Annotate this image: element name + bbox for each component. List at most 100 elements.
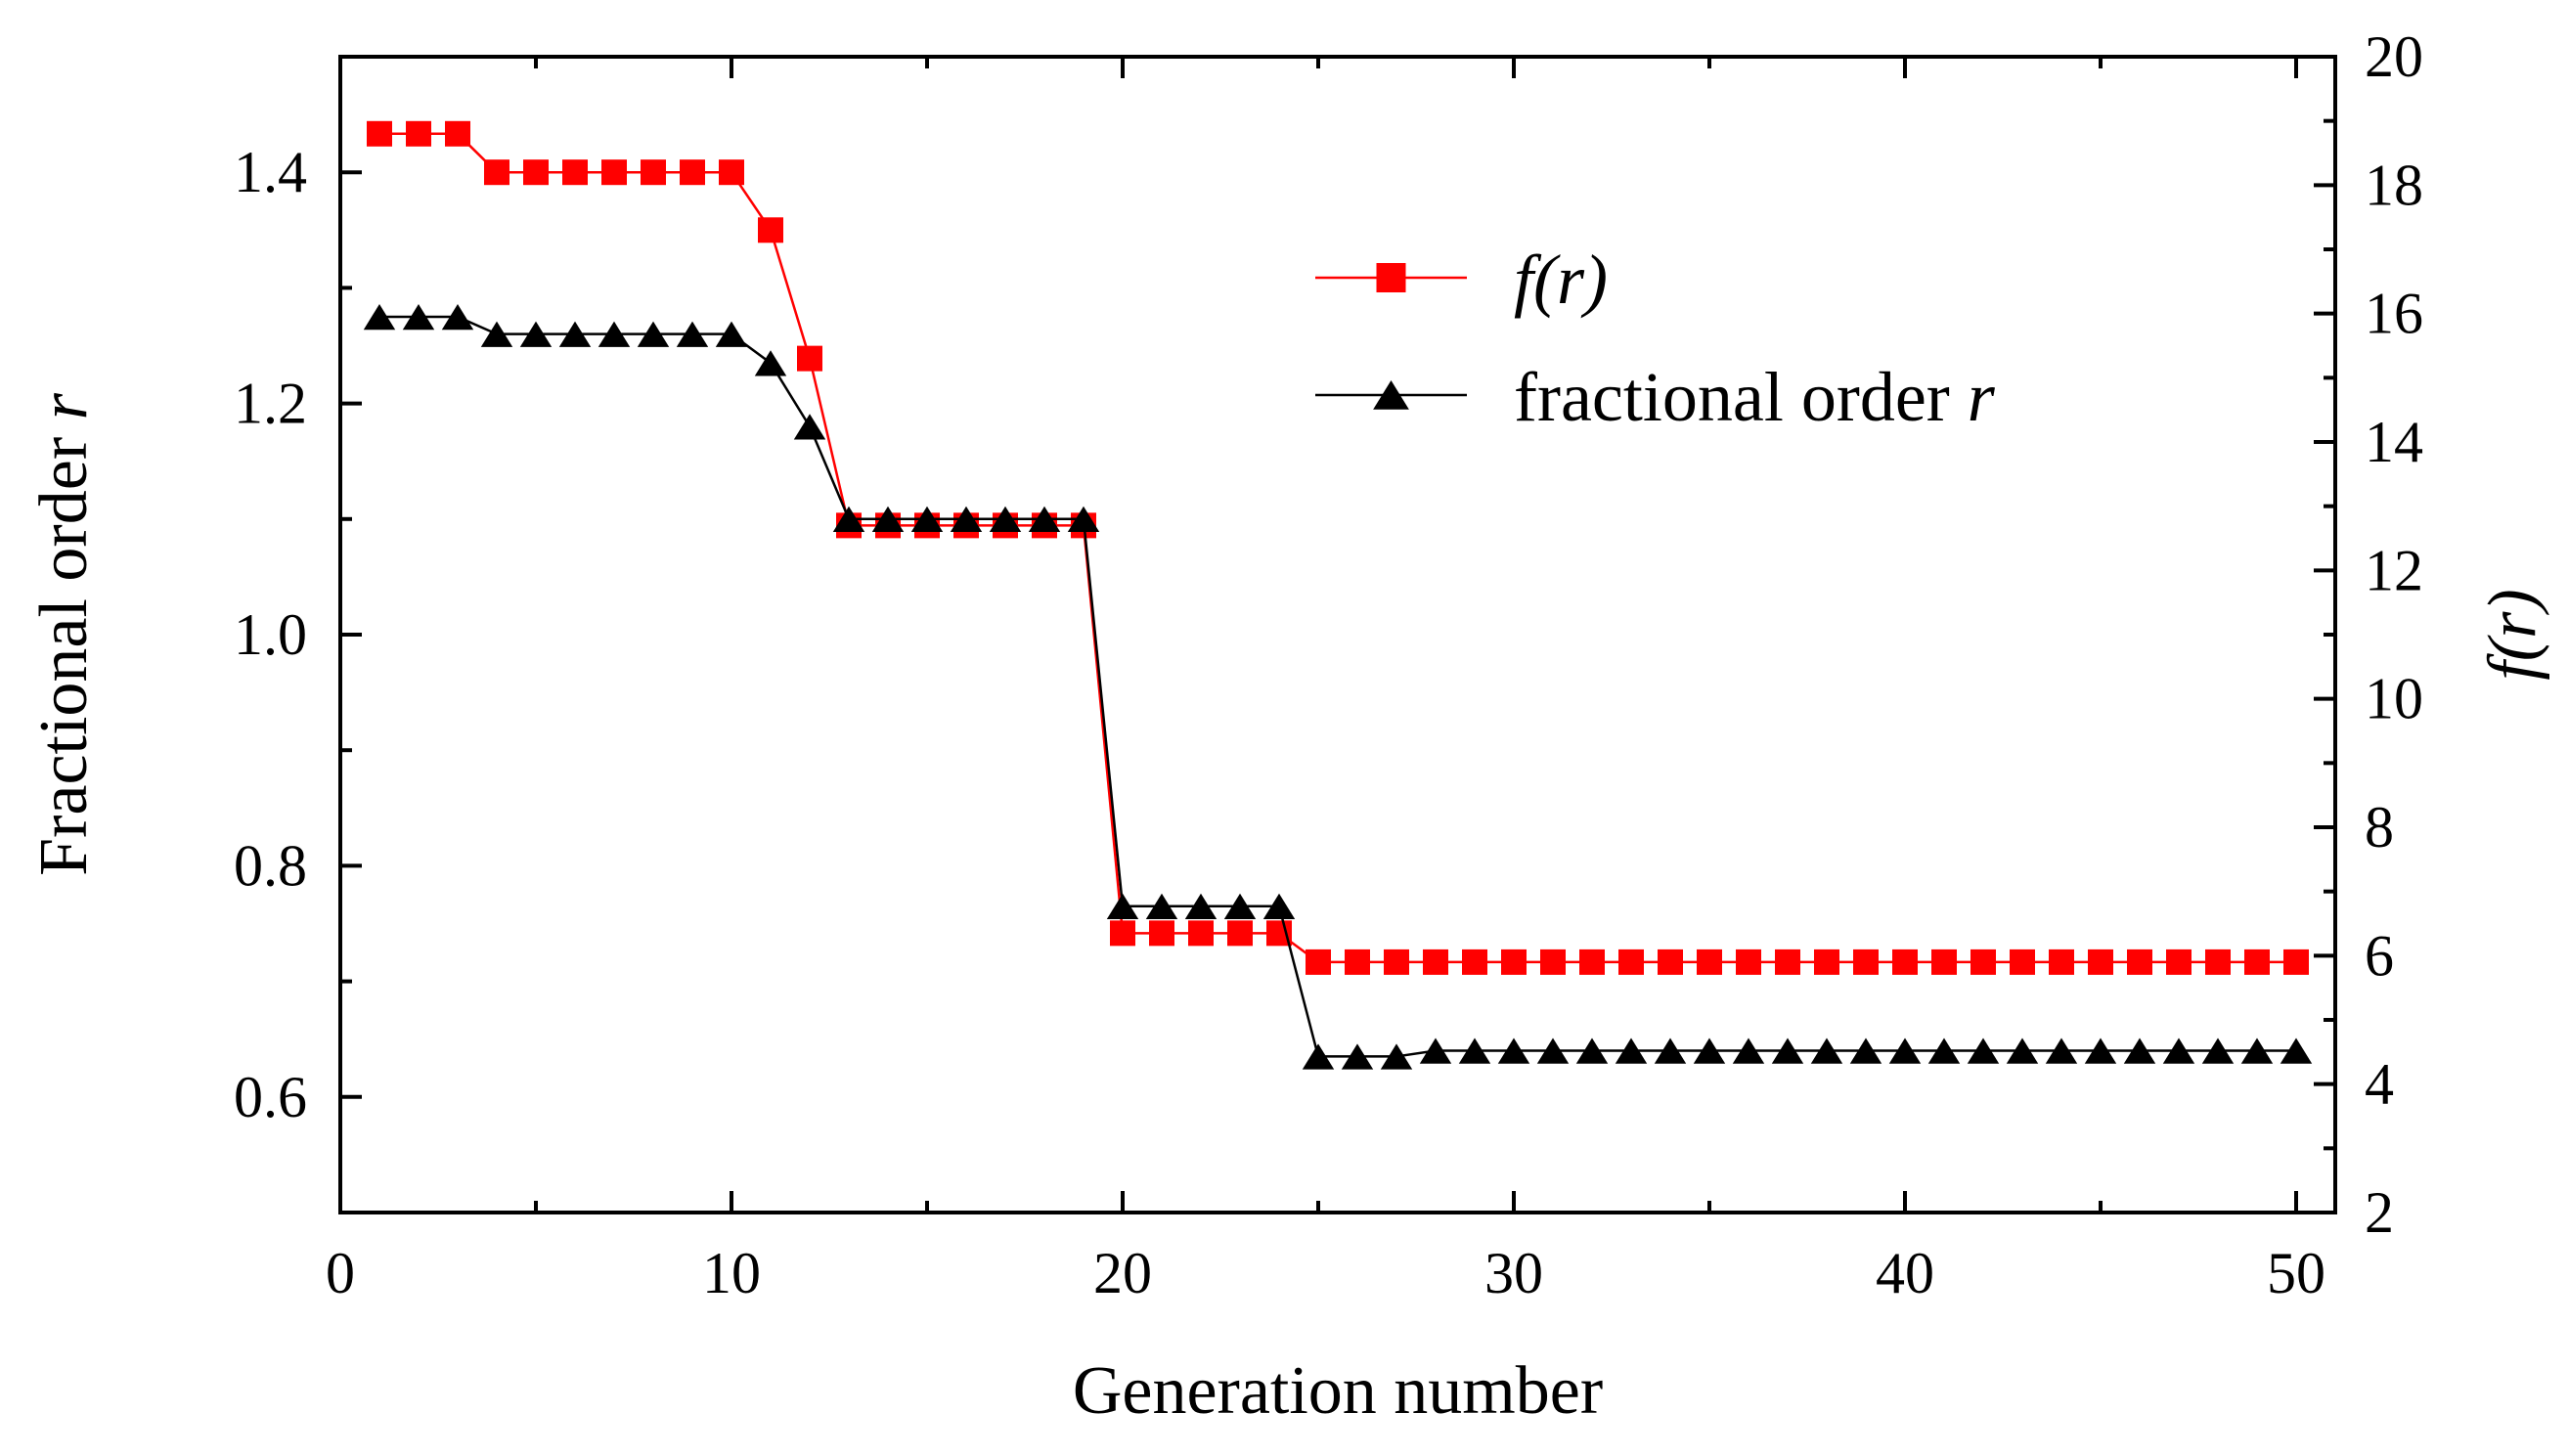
plot-frame	[338, 55, 2337, 1214]
x-axis-title: Generation number	[1073, 1353, 1603, 1429]
r-point-marker	[1810, 1037, 1843, 1064]
r-point-marker	[1262, 893, 1296, 920]
fr-point-marker	[2088, 949, 2113, 975]
r-point-marker	[1223, 893, 1257, 920]
fr-point-marker	[1970, 949, 1996, 975]
r-point-marker	[1302, 1043, 1335, 1070]
fr-point-marker	[445, 120, 470, 147]
fr-point-marker	[2244, 949, 2270, 975]
r-point-marker	[2006, 1037, 2039, 1064]
r-point-marker	[1028, 506, 1061, 533]
y-right-tick-label: 8	[2365, 795, 2394, 860]
x-tick-label: 50	[2267, 1241, 2325, 1305]
r-point-marker	[1341, 1043, 1374, 1070]
r-point-marker	[1067, 506, 1100, 533]
r-point-marker	[637, 321, 670, 347]
r-point-marker	[2162, 1037, 2195, 1064]
r-point-marker	[1536, 1037, 1570, 1064]
r-point-marker	[1967, 1037, 2000, 1064]
y-left-axis-title-text: Fractional order	[26, 419, 102, 875]
y-left-tick-label: 1.2	[234, 372, 307, 436]
r-point-marker	[832, 506, 865, 533]
r-point-marker	[1849, 1037, 1882, 1064]
series-line-1	[379, 315, 2296, 1058]
r-point-marker	[1458, 1037, 1491, 1064]
r-point-marker	[676, 321, 709, 347]
legend-marker-fr	[1376, 263, 1406, 292]
y-left-tick-label: 0.6	[234, 1065, 307, 1129]
y-left-axis-title-var: r	[26, 392, 102, 419]
r-point-marker	[402, 303, 435, 331]
legend-label-r: fractional order r	[1514, 358, 1996, 436]
fr-point-marker	[1110, 920, 1135, 947]
fr-point-marker	[680, 159, 705, 186]
fr-point-marker	[1423, 949, 1448, 975]
legend-marker-r	[1373, 380, 1409, 410]
fr-point-marker	[2166, 949, 2192, 975]
fr-point-marker	[797, 345, 822, 372]
fr-point-marker	[758, 217, 783, 243]
axes-group: 0 10 20 30 40 50 0.6 0.8 1.0 1.2 1.4 2 4 6 8 10 12 14 16 18…	[26, 24, 2550, 1429]
r-point-marker	[871, 506, 905, 533]
r-point-marker	[1419, 1037, 1452, 1064]
fr-point-marker	[1579, 949, 1605, 975]
fr-point-marker	[2127, 949, 2152, 975]
r-point-marker	[1106, 893, 1139, 920]
r-point-marker	[715, 321, 748, 347]
r-point-marker	[441, 303, 474, 331]
y-left-tick-label: 1.0	[234, 602, 307, 667]
fr-point-marker	[1540, 949, 1566, 975]
fr-point-marker	[2049, 949, 2074, 975]
r-point-marker	[1497, 1037, 1530, 1064]
r-point-marker	[1380, 1043, 1413, 1070]
fr-point-marker	[562, 159, 588, 186]
r-point-marker	[1184, 893, 1218, 920]
y-right-tick-label: 16	[2365, 282, 2423, 346]
r-point-marker	[519, 321, 553, 347]
r-point-marker	[2201, 1037, 2235, 1064]
fr-point-marker	[1697, 949, 1722, 975]
fr-point-marker	[1736, 949, 1761, 975]
r-point-marker	[2045, 1037, 2078, 1064]
r-point-marker	[1575, 1037, 1609, 1064]
fr-point-marker	[2205, 949, 2231, 975]
legend-label-r-text: fractional order	[1514, 358, 1968, 436]
fr-point-marker	[1775, 949, 1800, 975]
legend-group: f(r) fractional order r	[1315, 241, 1996, 436]
legend-label-fr: f(r)	[1514, 241, 1608, 319]
y-right-tick-label: 4	[2365, 1052, 2394, 1117]
r-point-marker	[1693, 1037, 1726, 1064]
fr-point-marker	[719, 159, 744, 186]
r-point-marker	[910, 506, 944, 533]
fr-point-marker	[523, 159, 549, 186]
r-point-marker	[1927, 1037, 1961, 1064]
r-point-marker	[989, 506, 1022, 533]
series-line-0	[379, 132, 2296, 964]
x-tick-label: 30	[1484, 1241, 1543, 1305]
fr-point-marker	[1384, 949, 1409, 975]
fr-point-marker	[1462, 949, 1487, 975]
r-point-marker	[480, 321, 513, 347]
legend-label-r-var: r	[1968, 358, 1996, 436]
r-point-marker	[363, 303, 396, 331]
y-right-axis-title: f(r)	[2475, 589, 2550, 680]
r-point-marker	[754, 350, 787, 376]
r-point-marker	[1771, 1037, 1804, 1064]
fr-point-marker	[1853, 949, 1879, 975]
r-point-marker	[1732, 1037, 1765, 1064]
r-point-marker	[793, 414, 826, 440]
fr-point-marker	[1658, 949, 1683, 975]
r-point-marker	[2280, 1037, 2313, 1064]
r-point-marker	[1615, 1037, 1648, 1064]
fr-point-marker	[1227, 920, 1253, 947]
y-left-axis-title: Fractional order r	[26, 392, 102, 875]
x-tick-label: 0	[326, 1241, 355, 1305]
y-left-tick-label: 0.8	[234, 833, 307, 898]
x-tick-label: 40	[1876, 1241, 1934, 1305]
r-point-marker	[1145, 893, 1178, 920]
y-right-tick-label: 14	[2365, 410, 2423, 474]
fr-point-marker	[1188, 920, 1214, 947]
fr-point-marker	[1814, 949, 1839, 975]
